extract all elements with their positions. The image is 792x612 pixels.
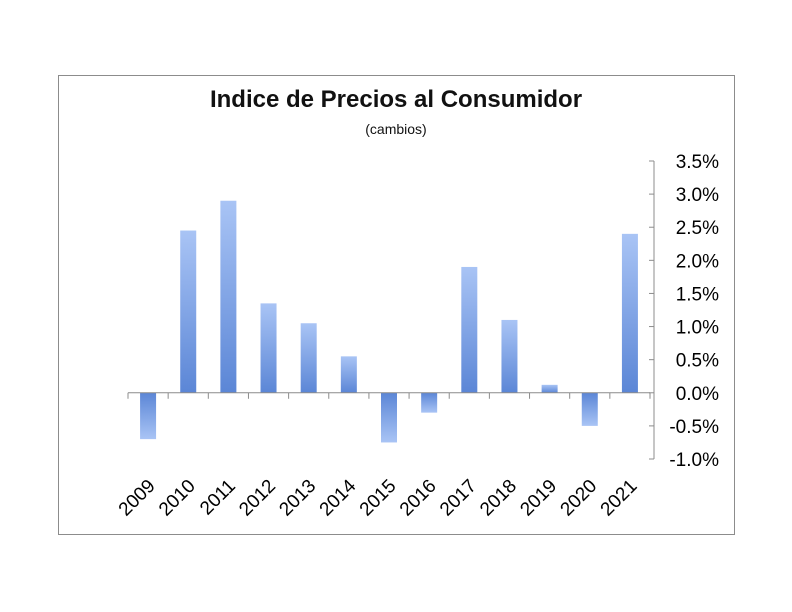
bar-2017 (461, 266, 478, 393)
x-tick-label: 2019 (516, 476, 561, 521)
x-tick-label: 2020 (557, 476, 602, 521)
x-tick-label: 2017 (436, 476, 481, 521)
bar-2014 (340, 356, 357, 393)
y-tick-label: 3.5% (676, 152, 719, 173)
bar-2021 (621, 233, 638, 393)
y-tick-label: -0.5% (669, 417, 719, 438)
bars-group (140, 200, 638, 443)
y-tick-label: 2.0% (676, 251, 719, 272)
x-tick-label: 2010 (155, 476, 200, 521)
x-tick-label: 2011 (196, 476, 240, 520)
bar-2015 (381, 392, 397, 443)
x-tick-label: 2015 (356, 476, 401, 521)
x-tick-label: 2018 (476, 476, 521, 521)
chart-subtitle: (cambios) (365, 121, 427, 137)
y-tick-label: 1.5% (676, 284, 719, 305)
y-tick-label: 0.5% (676, 351, 719, 372)
bar-2013 (300, 323, 317, 393)
zero-axis-line (127, 392, 651, 399)
bar-2010 (180, 230, 197, 393)
y-tick-label: 2.5% (676, 218, 719, 239)
y-tick-label: 0.0% (676, 384, 719, 405)
x-tick-label: 2021 (597, 476, 642, 521)
x-axis-labels: 2009201020112012201320142015201620172018… (115, 475, 642, 520)
bar-2011 (220, 200, 237, 393)
y-tick-label: -1.0% (669, 450, 719, 471)
y-axis: 3.5% 3.0% 2.5% 2.0% 1.5% 1.0% 0.5% 0.0% -0.5% -1.… (649, 152, 719, 471)
x-tick-label: 2013 (275, 476, 320, 521)
x-tick-label: 2014 (316, 475, 361, 520)
bar-2012 (260, 303, 277, 393)
x-tick-label: 2009 (115, 476, 160, 521)
x-tick-label: 2016 (396, 476, 441, 521)
bar-2018 (501, 319, 518, 393)
bar-2020 (581, 392, 598, 426)
x-tick-label: 2012 (235, 476, 280, 521)
bar-2009 (140, 392, 157, 440)
bar-2019 (541, 384, 558, 393)
y-tick-label: 3.0% (676, 185, 719, 206)
y-tick-label: 1.0% (676, 318, 719, 339)
chart-title: Indice de Precios al Consumidor (209, 86, 583, 113)
bar-2016 (421, 392, 438, 413)
